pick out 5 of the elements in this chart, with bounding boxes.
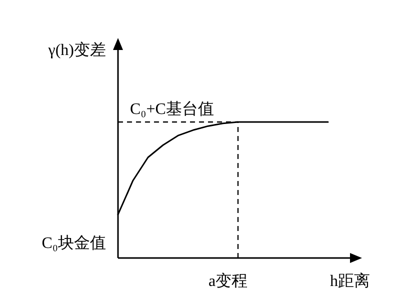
ref-line-label: C₀+C基台值 [130,100,214,118]
y-axis-title: γ(h)变差 [47,41,106,59]
text: C₀块金值 [42,234,106,252]
x-axis-title: h距离 [330,272,370,290]
text: a变程 [208,272,248,290]
